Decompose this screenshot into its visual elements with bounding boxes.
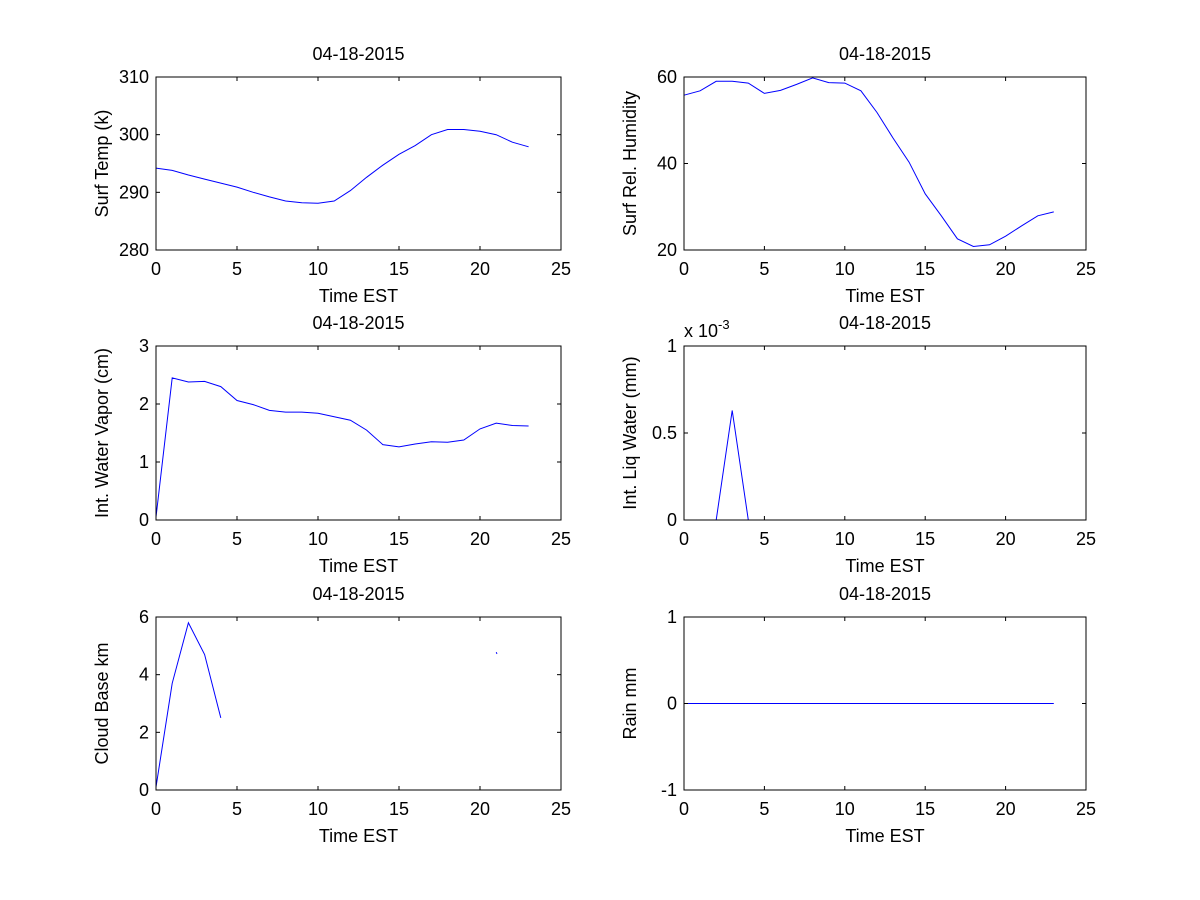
x-tick-label: 0	[679, 799, 689, 819]
y-exponent-label: x 10-3	[684, 317, 730, 341]
y-tick-label: 40	[657, 154, 677, 174]
y-tick-label: 0	[139, 780, 149, 800]
series-line-1-segment-1	[683, 77, 1054, 248]
y-tick-label: -1	[661, 780, 677, 800]
x-tick-label: 15	[915, 529, 935, 549]
x-tick-label: 0	[679, 259, 689, 279]
x-tick-label: 5	[232, 259, 242, 279]
x-tick-label: 10	[835, 529, 855, 549]
x-tick-label: 25	[1076, 259, 1096, 279]
y-tick-label: 0	[667, 510, 677, 530]
x-axis-label: Time EST	[845, 286, 924, 306]
x-tick-label: 5	[232, 799, 242, 819]
y-tick-label: 60	[657, 67, 677, 87]
series-line-1-segment-1	[155, 129, 529, 204]
y-tick-label: 2	[139, 722, 149, 742]
x-tick-label: 25	[551, 259, 571, 279]
x-tick-label: 15	[389, 259, 409, 279]
x-tick-label: 5	[759, 529, 769, 549]
x-tick-label: 10	[308, 259, 328, 279]
y-tick-label: 0.5	[652, 423, 677, 443]
y-exponent-base: x 10	[684, 321, 718, 341]
chart-title: 04-18-2015	[839, 44, 931, 64]
x-axis-label: Time EST	[319, 556, 398, 576]
x-tick-label: 20	[470, 799, 490, 819]
series-line-1-segment-1	[155, 621, 222, 788]
x-axis-label: Time EST	[845, 826, 924, 846]
y-axis-label: Surf Rel. Humidity	[620, 91, 640, 236]
y-tick-label: 0	[139, 510, 149, 530]
x-tick-label: 15	[389, 799, 409, 819]
x-tick-label: 5	[759, 799, 769, 819]
x-axis-label: Time EST	[845, 556, 924, 576]
x-tick-label: 5	[759, 259, 769, 279]
y-tick-label: 6	[139, 607, 149, 627]
chart-title: 04-18-2015	[839, 584, 931, 604]
subplot-4: 0 5 10 15 20 25 0 0.5 1 04-18-2015 Time EST Int. Li…	[620, 313, 1096, 576]
x-tick-label: 15	[389, 529, 409, 549]
series-line-1-segment-2	[495, 651, 498, 655]
y-tick-label: 3	[139, 336, 149, 356]
x-tick-label: 15	[915, 799, 935, 819]
y-axis-label: Int. Liq Water (mm)	[620, 356, 640, 509]
subplot-2: 0 5 10 15 20 25 20 40 60 04-18-2015 Time EST Surf R…	[620, 44, 1096, 306]
y-axis-label: Int. Water Vapor (cm)	[92, 348, 112, 518]
x-tick-label: 0	[679, 529, 689, 549]
y-tick-label: 4	[139, 665, 149, 685]
y-tick-label: 300	[119, 125, 149, 145]
series-line-1-segment-1	[715, 410, 749, 521]
x-tick-label: 20	[470, 529, 490, 549]
subplot-5: 0 5 10 15 20 25 0 2 4 6 04-18-2015 Time EST Cloud Ba…	[92, 584, 571, 846]
x-tick-label: 10	[835, 259, 855, 279]
subplot-1: 0 5 10 15 20 25 280 290 300 310 04-18-2015 Time EST…	[92, 44, 571, 306]
x-tick-label: 25	[551, 529, 571, 549]
axes-box	[155, 345, 562, 521]
x-tick-label: 0	[151, 529, 161, 549]
x-tick-label: 20	[996, 259, 1016, 279]
x-tick-label: 25	[551, 799, 571, 819]
x-tick-label: 0	[151, 799, 161, 819]
subplot-3: 0 5 10 15 20 25 0 1 2 3 04-18-2015 Time EST Int. Wat…	[92, 313, 571, 576]
x-axis-label: Time EST	[319, 286, 398, 306]
y-axis-label: Rain mm	[620, 667, 640, 739]
x-tick-label: 15	[915, 259, 935, 279]
y-exponent-power: -3	[718, 317, 730, 332]
y-tick-label: 290	[119, 182, 149, 202]
x-tick-label: 20	[470, 259, 490, 279]
series-line-1-segment-1	[155, 377, 529, 518]
y-tick-label: 20	[657, 240, 677, 260]
x-tick-label: 10	[835, 799, 855, 819]
chart-title: 04-18-2015	[839, 313, 931, 333]
y-tick-label: 1	[667, 336, 677, 356]
x-tick-label: 20	[996, 529, 1016, 549]
y-tick-label: 0	[667, 694, 677, 714]
y-axis-label: Cloud Base km	[92, 642, 112, 764]
chart-title: 04-18-2015	[312, 584, 404, 604]
chart-title: 04-18-2015	[312, 313, 404, 333]
x-tick-label: 10	[308, 799, 328, 819]
x-tick-label: 10	[308, 529, 328, 549]
y-tick-label: 1	[139, 452, 149, 472]
axes-box	[155, 616, 562, 791]
chart-title: 04-18-2015	[312, 44, 404, 64]
x-axis-label: Time EST	[319, 826, 398, 846]
y-tick-label: 1	[667, 607, 677, 627]
y-axis-label: Surf Temp (k)	[92, 110, 112, 218]
axes-box	[683, 76, 1087, 251]
y-tick-label: 280	[119, 240, 149, 260]
x-tick-label: 20	[996, 799, 1016, 819]
axes-box	[155, 76, 562, 251]
y-tick-label: 310	[119, 67, 149, 87]
x-tick-label: 0	[151, 259, 161, 279]
x-tick-label: 5	[232, 529, 242, 549]
y-tick-label: 2	[139, 394, 149, 414]
x-tick-label: 25	[1076, 529, 1096, 549]
x-tick-label: 25	[1076, 799, 1096, 819]
